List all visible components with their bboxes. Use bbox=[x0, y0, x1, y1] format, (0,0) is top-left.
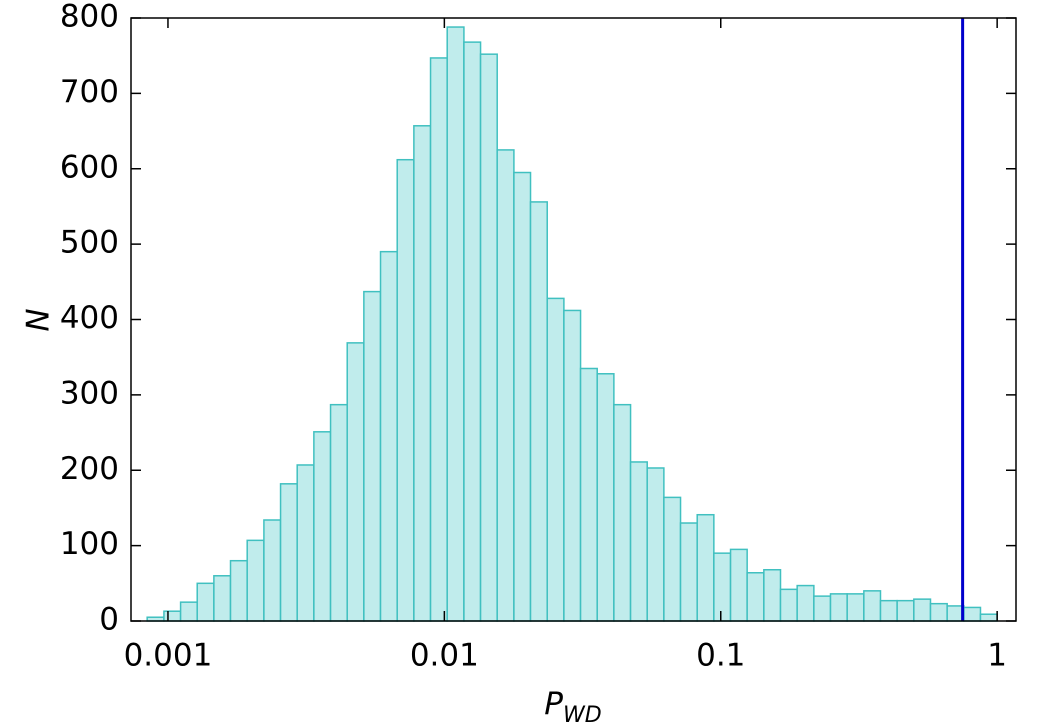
bar bbox=[446, 26, 465, 622]
bar bbox=[196, 582, 215, 622]
bar bbox=[863, 590, 882, 622]
bar bbox=[846, 593, 865, 622]
x-tick-label: 0.1 bbox=[696, 638, 745, 674]
y-tick-label: 0 bbox=[99, 602, 119, 638]
bar bbox=[546, 297, 565, 622]
bar bbox=[829, 593, 848, 622]
y-tick-label: 100 bbox=[60, 526, 119, 562]
bar bbox=[779, 588, 798, 622]
bar bbox=[713, 552, 732, 622]
x-axis-label-main: P bbox=[544, 686, 563, 722]
bar bbox=[496, 149, 515, 622]
bar bbox=[363, 290, 382, 622]
bar bbox=[163, 610, 182, 622]
bar bbox=[979, 613, 998, 622]
bar bbox=[663, 496, 682, 622]
bar bbox=[229, 559, 248, 622]
y-tick-label: 800 bbox=[60, 0, 119, 35]
y-tick-label: 400 bbox=[60, 300, 119, 336]
bar bbox=[329, 403, 348, 622]
bar bbox=[729, 548, 748, 622]
bar bbox=[413, 125, 432, 622]
x-tick-label: 0.001 bbox=[124, 638, 213, 674]
y-tick-label: 200 bbox=[60, 451, 119, 487]
bar bbox=[396, 158, 415, 622]
bar bbox=[629, 461, 648, 622]
bar bbox=[896, 599, 915, 622]
bar bbox=[746, 572, 765, 622]
x-axis-label: PWD bbox=[544, 686, 601, 725]
bar bbox=[379, 250, 398, 622]
y-tick-label: 300 bbox=[60, 375, 119, 411]
bar bbox=[429, 57, 448, 622]
bar bbox=[796, 584, 815, 622]
bar bbox=[463, 41, 482, 622]
y-tick-label: 700 bbox=[60, 74, 119, 110]
bar bbox=[296, 464, 315, 622]
bar bbox=[963, 606, 982, 622]
x-tick-label: 0.01 bbox=[410, 638, 479, 674]
bar bbox=[579, 367, 598, 622]
bar bbox=[913, 598, 932, 622]
bar bbox=[679, 522, 698, 622]
bar bbox=[879, 599, 898, 622]
bar bbox=[346, 342, 365, 622]
y-axis-label: N bbox=[21, 308, 57, 331]
bar bbox=[479, 53, 498, 622]
bar bbox=[513, 171, 532, 622]
y-tick-label: 500 bbox=[60, 225, 119, 261]
bar bbox=[929, 602, 948, 622]
x-tick-label: 1 bbox=[987, 638, 1007, 674]
bar bbox=[246, 539, 265, 622]
bar bbox=[213, 575, 232, 622]
bar bbox=[813, 595, 832, 622]
x-axis-label-sub: WD bbox=[563, 703, 602, 725]
bar bbox=[563, 309, 582, 622]
bar bbox=[529, 201, 548, 622]
bar bbox=[696, 513, 715, 622]
bar bbox=[263, 519, 282, 622]
bar bbox=[646, 467, 665, 622]
bar bbox=[613, 403, 632, 622]
bar bbox=[279, 483, 298, 622]
bar bbox=[179, 601, 198, 622]
bar bbox=[596, 373, 615, 622]
bar bbox=[313, 431, 332, 622]
bar bbox=[763, 568, 782, 622]
y-tick-label: 600 bbox=[60, 149, 119, 185]
